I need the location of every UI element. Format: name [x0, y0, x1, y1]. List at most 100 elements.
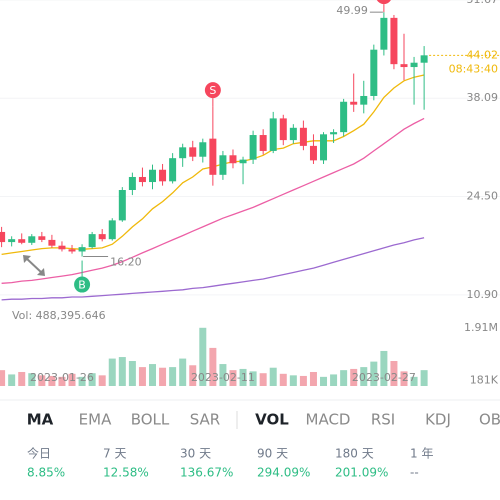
volume-bar — [249, 371, 257, 386]
candle-body — [0, 231, 6, 243]
period-label: 1 年 — [410, 447, 433, 461]
volume-bar — [159, 367, 167, 386]
candle-body — [239, 159, 247, 164]
period-change: 8.85% — [27, 466, 65, 480]
candle-body — [108, 220, 116, 240]
volume-bar — [8, 374, 16, 386]
signal-label: S — [209, 84, 216, 97]
zoom-icon[interactable] — [23, 255, 45, 276]
signal-label: B — [78, 279, 86, 292]
indicator-tab[interactable]: MACD — [306, 411, 351, 429]
candle-body — [350, 101, 358, 105]
indicator-tab[interactable]: OB — [479, 411, 500, 429]
volume-bar — [68, 373, 76, 386]
candle-body — [360, 95, 368, 105]
candle-body — [289, 127, 297, 141]
volume-bar — [38, 375, 46, 386]
volume-bar — [128, 361, 136, 386]
candle-body — [38, 236, 46, 240]
price-tag: 44.02 — [467, 48, 499, 61]
volume-bar — [350, 368, 358, 386]
volume-bar — [229, 370, 237, 386]
volume-bar — [18, 371, 26, 386]
candle-body — [380, 17, 388, 50]
candle-body — [8, 239, 16, 243]
volume-bar — [219, 364, 227, 386]
candle-body — [199, 142, 207, 157]
y-tick-label: 10.90 — [467, 288, 499, 301]
candle-body — [128, 176, 136, 191]
volume-bar — [259, 373, 267, 386]
period-change: 136.67% — [180, 466, 233, 480]
indicator-tab[interactable]: BOLL — [131, 411, 170, 429]
indicator-tab[interactable]: VOL — [255, 411, 289, 429]
volume-bar — [78, 376, 86, 386]
volume-bar — [118, 357, 126, 386]
indicator-tab[interactable]: EMA — [79, 411, 112, 429]
signal-label: S — [380, 0, 387, 3]
period-change: -- — [410, 466, 419, 480]
candle-body — [48, 239, 56, 246]
volume-bar — [370, 361, 378, 386]
period-label: 今日 — [27, 446, 51, 461]
candle-body — [189, 147, 197, 157]
volume-bar — [420, 370, 428, 386]
candle-body — [179, 147, 187, 159]
candle-body — [58, 245, 66, 250]
volume-bar — [48, 375, 56, 386]
candle-body — [209, 138, 217, 175]
x-tick-label: 2023-02-27 — [352, 371, 416, 384]
candle-body — [88, 234, 96, 248]
candle-body — [149, 169, 156, 183]
volume-bar — [289, 375, 297, 386]
volume-bar — [88, 373, 96, 386]
candle-body — [400, 64, 408, 68]
volume-bar — [239, 368, 247, 386]
volume-bar — [269, 367, 277, 386]
candle-body — [299, 127, 307, 146]
period-change: 12.58% — [103, 466, 149, 480]
volume-tick-label: 1.91M — [464, 321, 498, 334]
candle-body — [249, 135, 257, 160]
y-tick-label: 38.09 — [467, 91, 499, 104]
volume-bar — [390, 361, 398, 386]
x-tick-label: 2023-01-26 — [30, 371, 94, 384]
candle-body — [390, 17, 398, 65]
volume-bar — [199, 327, 207, 386]
volume-bar — [309, 371, 317, 386]
x-tick-label: 2023-02-11 — [191, 371, 255, 384]
volume-bar — [189, 365, 197, 386]
candle-body — [229, 155, 237, 164]
candle-body — [269, 118, 277, 151]
volume-tick-label: 181K — [470, 373, 499, 386]
candle-body — [138, 176, 146, 183]
candle-body — [370, 49, 378, 96]
volume-bar — [299, 375, 307, 386]
volume-bar — [320, 376, 328, 386]
extreme-label: 16.20 — [110, 256, 142, 269]
indicator-tab[interactable]: RSI — [371, 411, 395, 429]
candle-body — [118, 190, 126, 221]
period-change: 201.09% — [335, 466, 388, 480]
period-label: 90 天 — [257, 447, 288, 461]
candle-body — [68, 249, 76, 252]
candle-body — [98, 234, 106, 240]
candle-body — [219, 155, 227, 175]
volume-bar — [340, 370, 348, 386]
candle-body — [340, 101, 348, 133]
period-label: 30 天 — [180, 447, 211, 461]
candle-body — [78, 247, 86, 252]
period-change: 294.09% — [257, 466, 310, 480]
indicator-tab[interactable]: MA — [27, 411, 54, 429]
volume-bar — [28, 373, 36, 386]
indicator-tab[interactable]: SAR — [190, 411, 220, 429]
volume-bar — [58, 376, 66, 386]
volume-bar — [380, 350, 388, 386]
volume-bar — [410, 376, 418, 386]
indicator-tab[interactable]: KDJ — [425, 411, 451, 429]
candle-body — [159, 169, 167, 182]
period-label: 7 天 — [103, 447, 126, 461]
volume-bar — [169, 367, 177, 386]
y-tick-label: 51.67 — [467, 0, 499, 6]
